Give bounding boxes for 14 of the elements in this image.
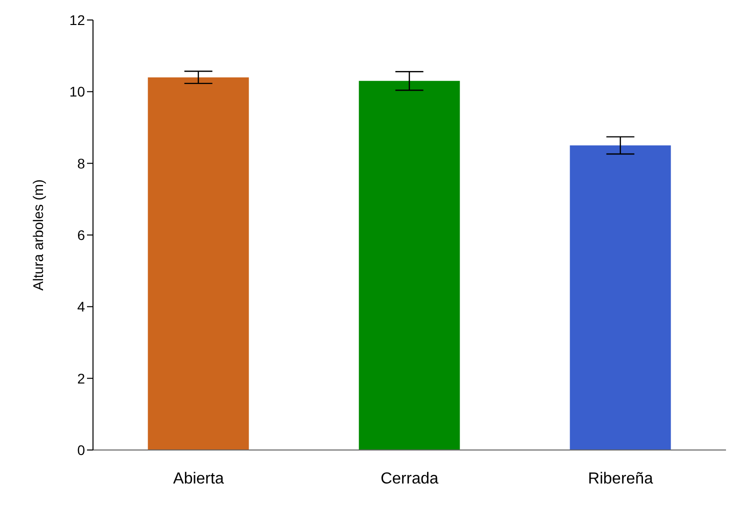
y-tick-label: 4: [77, 298, 86, 315]
y-tick-label: 6: [77, 226, 86, 243]
x-tick-label: Ribereña: [588, 470, 654, 488]
y-tick-label: 0: [77, 442, 86, 458]
y-tick-label: 12: [69, 12, 86, 28]
y-axis-title: Altura arboles (m): [30, 179, 46, 291]
x-tick-label: Abierta: [173, 470, 224, 488]
bar: [570, 145, 671, 450]
y-tick-label: 8: [77, 155, 86, 172]
bar: [358, 80, 460, 450]
y-tick-label: 10: [69, 84, 86, 100]
x-tick-label: Cerrada: [380, 470, 438, 488]
y-tick-label: 2: [77, 370, 86, 386]
bar: [148, 77, 249, 450]
